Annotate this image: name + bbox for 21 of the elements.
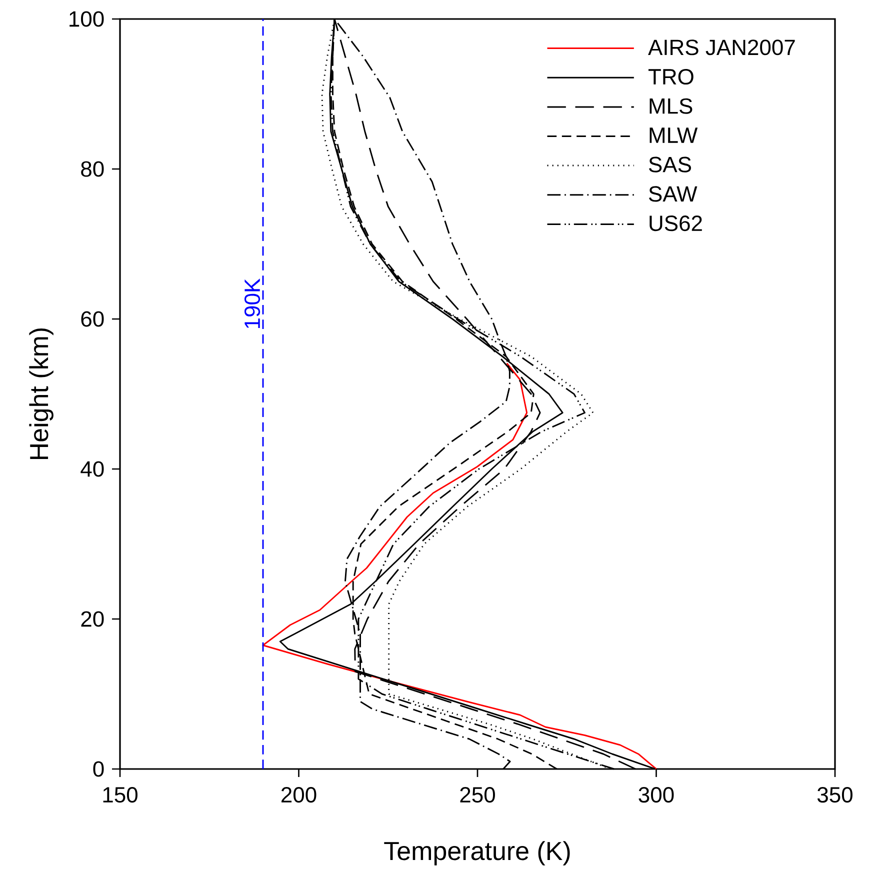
legend-label: US62 xyxy=(650,216,702,232)
ref-line-label: 190K xyxy=(244,278,260,328)
y-tick-label: 0 xyxy=(93,761,104,777)
y-tick-label: 100 xyxy=(70,11,104,27)
legend-label: SAW xyxy=(648,186,698,202)
legend-label: AIRS JAN2007 xyxy=(648,40,795,56)
y-axis-title: Height (km) xyxy=(29,328,54,460)
y-tick-label: 40 xyxy=(80,461,104,477)
y-tick-label: 20 xyxy=(81,611,104,627)
x-tick-label: 200 xyxy=(282,787,316,803)
legend-label: TRO xyxy=(648,68,694,85)
x-tick-label: 350 xyxy=(817,787,852,803)
legend-label: MLS xyxy=(650,98,692,114)
x-tick-label: 250 xyxy=(460,787,495,803)
y-tick-label: 60 xyxy=(81,311,104,327)
legend-label: MLW xyxy=(650,128,698,143)
x-tick-label: 150 xyxy=(103,787,138,803)
x-axis-title: Temperature (K) xyxy=(384,841,570,866)
y-tick-label: 80 xyxy=(81,161,104,177)
x-tick-label: 300 xyxy=(638,787,674,803)
legend-label: SAS xyxy=(648,156,691,172)
